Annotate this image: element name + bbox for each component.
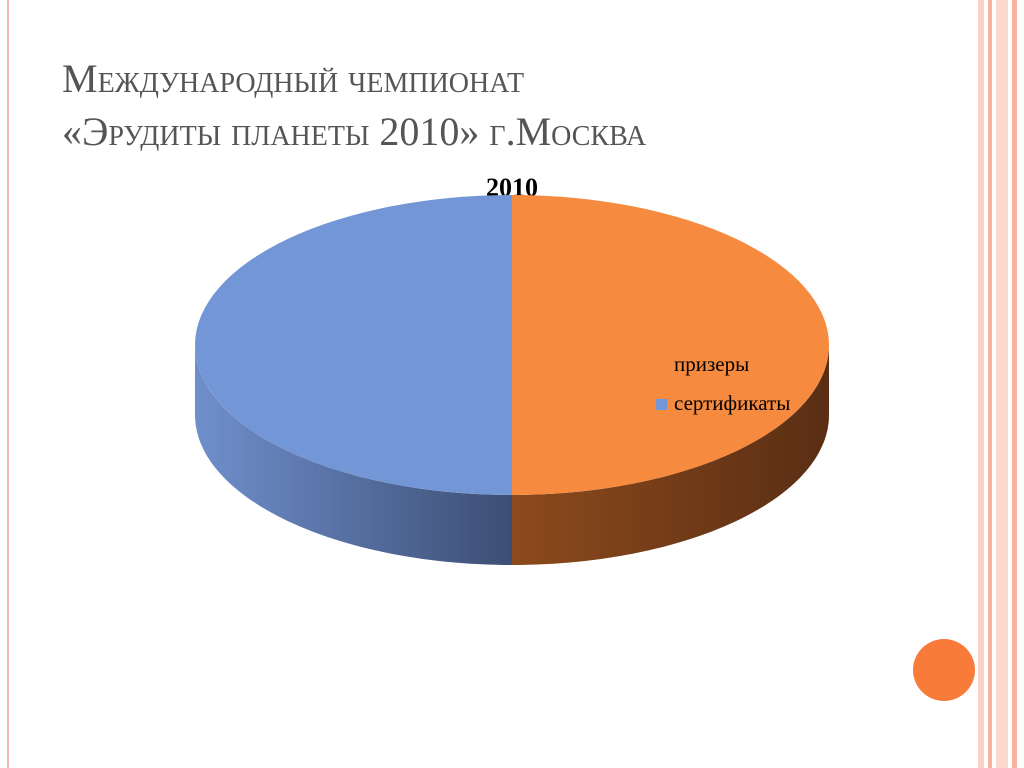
slide-title: «Эрудиты планеты 2010» г.Москва — [62, 109, 647, 154]
legend-marker — [656, 360, 667, 371]
stripe — [1012, 0, 1017, 768]
legend-label: призеры — [674, 352, 749, 376]
slice-side — [195, 345, 512, 565]
slice-side — [512, 345, 829, 565]
slide-title: Международный чемпионат — [62, 56, 524, 101]
stripe — [978, 0, 984, 768]
slice — [195, 195, 512, 495]
stripe — [988, 0, 992, 768]
legend: призеры сертификаты — [656, 352, 790, 415]
pie — [195, 195, 829, 565]
slice — [512, 195, 829, 495]
legend-marker — [656, 399, 667, 410]
decor-circle — [913, 639, 975, 701]
legend-label: сертификаты — [674, 391, 790, 415]
stripe — [996, 0, 1008, 768]
